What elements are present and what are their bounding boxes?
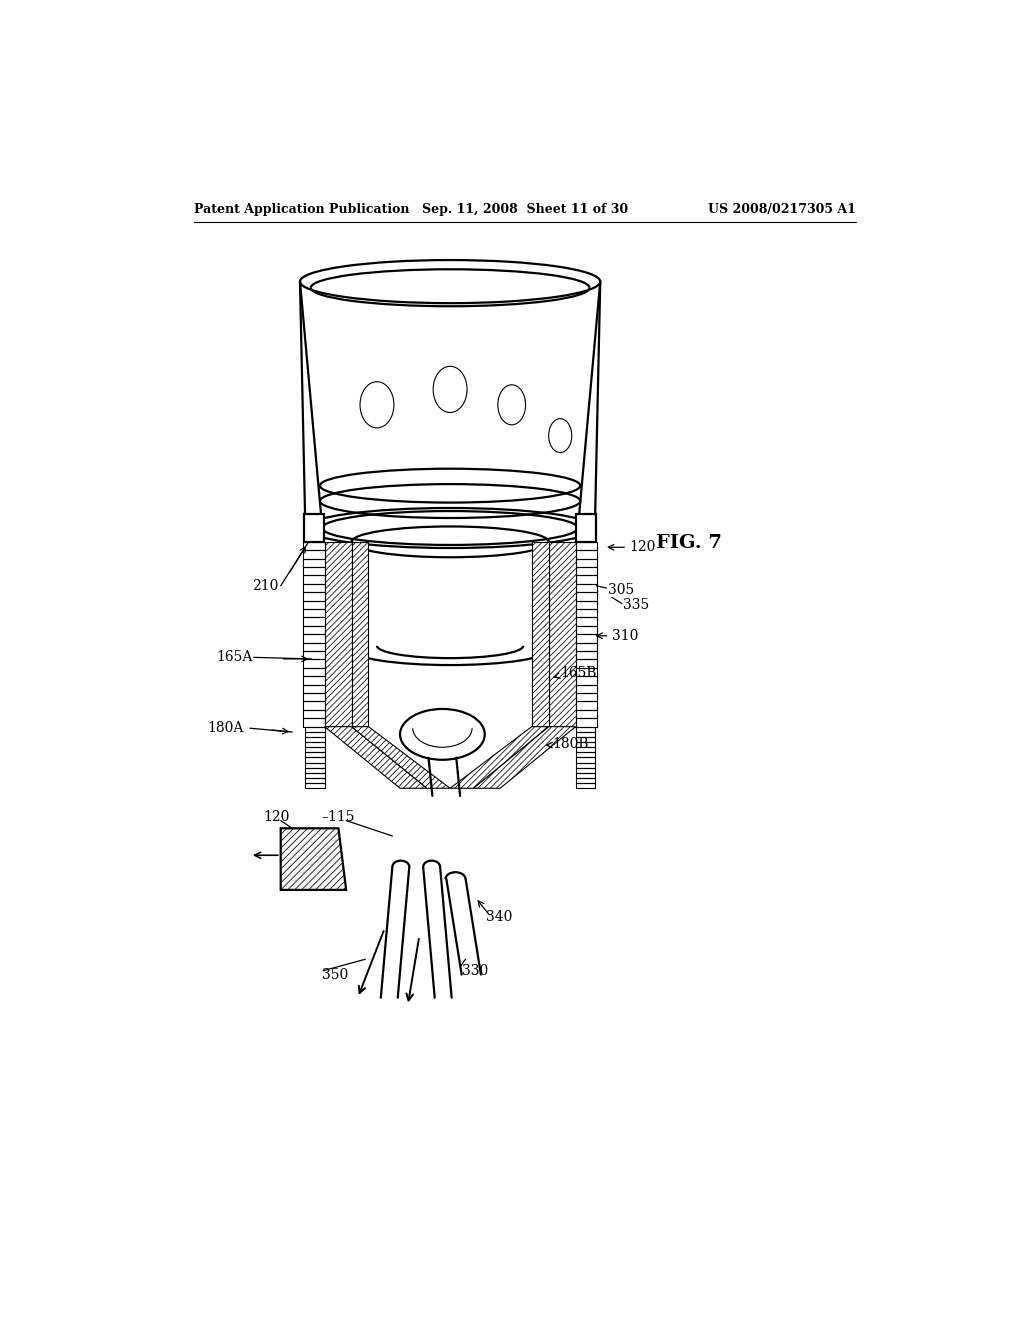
Text: Patent Application Publication: Patent Application Publication	[194, 203, 410, 216]
Polygon shape	[451, 726, 549, 788]
Text: 335: 335	[624, 598, 649, 612]
Text: 310: 310	[611, 628, 638, 643]
Polygon shape	[351, 543, 369, 726]
Text: 180B: 180B	[553, 737, 589, 751]
Polygon shape	[531, 543, 549, 726]
Text: 165A: 165A	[217, 651, 253, 664]
Polygon shape	[325, 726, 427, 788]
Text: 120: 120	[263, 809, 290, 824]
Polygon shape	[281, 829, 346, 890]
Polygon shape	[325, 543, 351, 726]
Text: 120: 120	[630, 540, 656, 554]
Polygon shape	[549, 543, 575, 726]
Text: 180A: 180A	[208, 721, 244, 735]
Text: FIG. 7: FIG. 7	[656, 535, 722, 552]
Text: 305: 305	[608, 582, 634, 597]
Polygon shape	[304, 515, 324, 543]
Text: –115: –115	[322, 809, 355, 824]
Polygon shape	[577, 515, 596, 543]
Text: 340: 340	[486, 909, 513, 924]
Text: 210: 210	[252, 578, 279, 593]
Text: 165B: 165B	[560, 665, 597, 680]
Text: 350: 350	[322, 968, 348, 982]
Text: US 2008/0217305 A1: US 2008/0217305 A1	[708, 203, 856, 216]
Polygon shape	[473, 726, 575, 788]
Polygon shape	[351, 726, 451, 788]
Text: 330: 330	[462, 964, 487, 978]
Text: Sep. 11, 2008  Sheet 11 of 30: Sep. 11, 2008 Sheet 11 of 30	[422, 203, 628, 216]
